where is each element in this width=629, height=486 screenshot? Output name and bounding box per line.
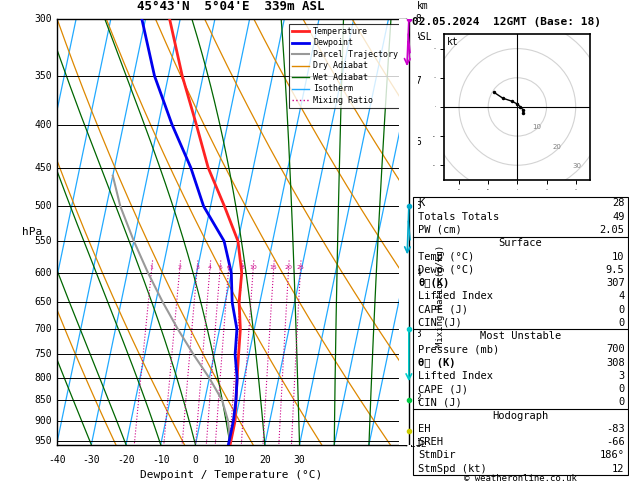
Text: -4: -4 [410,268,421,278]
Text: Pressure (mb): Pressure (mb) [418,344,499,354]
Text: Surface: Surface [499,238,542,248]
Text: 3: 3 [618,371,625,381]
Text: 28: 28 [612,198,625,208]
Text: θᴄ (K): θᴄ (K) [418,358,456,367]
Text: 800: 800 [35,373,52,383]
Text: 950: 950 [35,436,52,446]
Text: 0: 0 [618,398,625,407]
Text: 850: 850 [35,395,52,405]
Text: 400: 400 [35,120,52,130]
Text: -7: -7 [410,76,421,86]
Text: 650: 650 [35,297,52,307]
Text: 20: 20 [552,143,562,150]
Text: 350: 350 [35,71,52,81]
Text: -2: -2 [410,393,421,403]
Text: Dewpoint / Temperature (°C): Dewpoint / Temperature (°C) [140,470,322,480]
Text: θᴄ(K): θᴄ(K) [418,278,450,288]
Text: 3: 3 [195,265,199,270]
Text: 300: 300 [35,15,52,24]
Text: © weatheronline.co.uk: © weatheronline.co.uk [464,473,577,483]
Text: -10: -10 [152,455,170,465]
Text: CIN (J): CIN (J) [418,398,462,407]
Text: K: K [418,198,425,208]
Text: 30: 30 [572,163,581,170]
Text: 10: 10 [249,265,257,270]
Text: 307: 307 [606,278,625,288]
Text: 10: 10 [612,251,625,261]
Text: -66: -66 [606,437,625,447]
Text: 0: 0 [192,455,198,465]
Text: 49: 49 [612,212,625,222]
Text: 20: 20 [285,265,292,270]
Text: ASL: ASL [415,32,432,42]
Text: 186°: 186° [599,451,625,460]
Text: -40: -40 [48,455,65,465]
Text: Hodograph: Hodograph [493,411,548,421]
Text: -83: -83 [606,424,625,434]
Text: Lifted Index: Lifted Index [418,371,493,381]
Text: hPa: hPa [22,227,42,237]
Text: CAPE (J): CAPE (J) [418,384,468,394]
Text: 02.05.2024  12GMT (Base: 18): 02.05.2024 12GMT (Base: 18) [412,17,601,27]
Text: 700: 700 [35,324,52,334]
Text: StmDir: StmDir [418,451,456,460]
Text: CAPE (J): CAPE (J) [418,305,468,314]
Text: 5: 5 [218,265,222,270]
Text: 600: 600 [35,268,52,278]
Text: 8: 8 [240,265,244,270]
Text: CIN (J): CIN (J) [418,318,462,328]
Text: LCL: LCL [410,440,426,449]
Text: 700: 700 [606,344,625,354]
Text: Most Unstable: Most Unstable [480,331,561,341]
Text: 450: 450 [35,163,52,173]
Text: 1: 1 [150,265,153,270]
Text: Dewp (°C): Dewp (°C) [418,265,474,275]
Text: 4: 4 [618,291,625,301]
Text: 308: 308 [606,358,625,367]
Text: Mixing Ratio (g/kg): Mixing Ratio (g/kg) [436,245,445,347]
Text: -1: -1 [410,438,421,448]
Text: 25: 25 [296,265,304,270]
Text: 0: 0 [618,384,625,394]
Text: 9.5: 9.5 [606,265,625,275]
Text: 10: 10 [225,455,236,465]
Text: -30: -30 [82,455,100,465]
Text: StmSpd (kt): StmSpd (kt) [418,464,487,474]
Text: SREH: SREH [418,437,443,447]
Text: 900: 900 [35,416,52,426]
Text: EH: EH [418,424,431,434]
Text: 0: 0 [618,305,625,314]
Text: 0: 0 [618,318,625,328]
Text: 20: 20 [259,455,270,465]
Text: -3: -3 [410,330,421,339]
Text: kt: kt [447,37,459,47]
Text: 4: 4 [208,265,212,270]
Text: -8: -8 [410,15,421,24]
Text: 750: 750 [35,349,52,360]
Text: 15: 15 [270,265,277,270]
Text: 6: 6 [226,265,230,270]
Text: -5: -5 [410,201,421,211]
Text: 10: 10 [533,124,542,130]
Text: 2: 2 [178,265,182,270]
Text: Lifted Index: Lifted Index [418,291,493,301]
Text: -20: -20 [117,455,135,465]
Text: Totals Totals: Totals Totals [418,212,499,222]
Text: km: km [417,1,429,11]
Text: -6: -6 [410,138,421,147]
Text: 12: 12 [612,464,625,474]
Text: 550: 550 [35,236,52,246]
Text: PW (cm): PW (cm) [418,225,462,235]
Text: 45°43'N  5°04'E  339m ASL: 45°43'N 5°04'E 339m ASL [137,0,325,13]
Text: Temp (°C): Temp (°C) [418,251,474,261]
Text: 500: 500 [35,201,52,211]
Legend: Temperature, Dewpoint, Parcel Trajectory, Dry Adiabat, Wet Adiabat, Isotherm, Mi: Temperature, Dewpoint, Parcel Trajectory… [289,24,401,108]
Text: 2.05: 2.05 [599,225,625,235]
Text: 30: 30 [294,455,306,465]
